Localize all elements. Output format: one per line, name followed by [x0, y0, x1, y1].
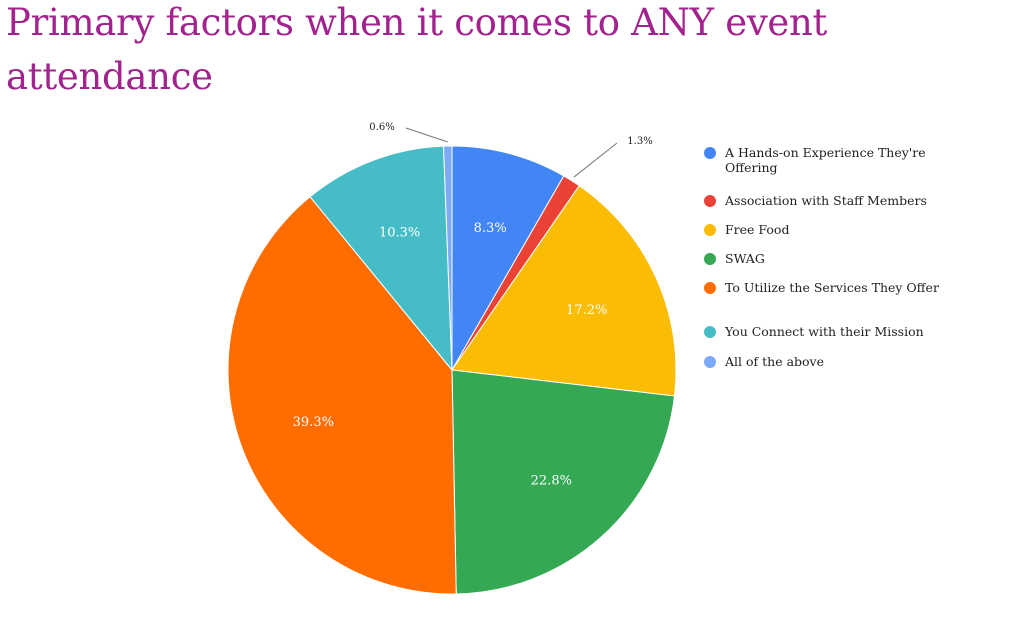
slice-label-to-utilize-the-services-they-offer: 39.3% — [293, 415, 334, 430]
chart-title: Primary factors when it comes to ANY eve… — [6, 1, 828, 98]
pie-slice-free-food — [451, 184, 677, 397]
slice-label-free-food: 17.2% — [566, 303, 607, 318]
legend-swatch — [704, 224, 716, 236]
slice-label-you-connect-with-their-mission: 10.3% — [379, 226, 420, 241]
legend-label: Association with Staff Members — [725, 193, 927, 208]
slice-label-all-of-the-above: 0.6% — [369, 122, 394, 133]
pie-slice-you-connect-with-their-mission — [309, 145, 453, 372]
legend-item-you-connect-with-their-mission: You Connect with their Mission — [704, 324, 994, 339]
pie-slice-swag — [451, 369, 676, 595]
legend-label: Free Food — [725, 222, 790, 237]
leader-line-all-of-the-above — [405, 127, 448, 143]
legend-swatch — [704, 195, 716, 207]
pie-chart: 8.3% 1.3% 17.2% 22.8% 39.3% 10.3% 0.6% — [227, 122, 677, 595]
leader-line-association-with-staff-members — [573, 142, 618, 178]
slice-labels: 8.3% 1.3% 17.2% 22.8% 39.3% 10.3% 0.6% — [293, 122, 653, 489]
legend-item-free-food: Free Food — [704, 222, 994, 237]
pie-slice-to-utilize-the-services-they-offer — [227, 196, 457, 595]
slice-label-association-with-staff-members: 1.3% — [627, 136, 652, 147]
legend-label: To Utilize the Services They Offer — [725, 280, 939, 295]
legend-swatch — [704, 326, 716, 338]
pie-slice-a-hands-on-experience-they-re-offering — [451, 145, 565, 372]
legend-item-swag: SWAG — [704, 251, 994, 266]
legend-swatch — [704, 147, 716, 159]
slice-label-swag: 22.8% — [531, 474, 572, 489]
pie-slices — [227, 145, 677, 595]
legend-item-association-with-staff-members: Association with Staff Members — [704, 193, 994, 208]
slice-label-a-hands-on-experience-they-re-offering: 8.3% — [474, 221, 507, 236]
legend-label: SWAG — [725, 251, 765, 266]
legend-swatch — [704, 356, 716, 368]
leader-lines — [405, 127, 618, 178]
legend-item-to-utilize-the-services-they-offer: To Utilize the Services They Offer — [704, 280, 994, 295]
legend-label: You Connect with their Mission — [725, 324, 924, 339]
legend-swatch — [704, 282, 716, 294]
legend-swatch — [704, 253, 716, 265]
legend-label: A Hands-on Experience They're Offering — [725, 145, 926, 175]
legend-label: All of the above — [725, 354, 825, 369]
legend-item-a-hands-on-experience-they-re-offering: A Hands-on Experience They're Offering — [704, 145, 994, 175]
pie-slice-all-of-the-above — [443, 145, 453, 371]
legend-item-all-of-the-above: All of the above — [704, 354, 994, 369]
